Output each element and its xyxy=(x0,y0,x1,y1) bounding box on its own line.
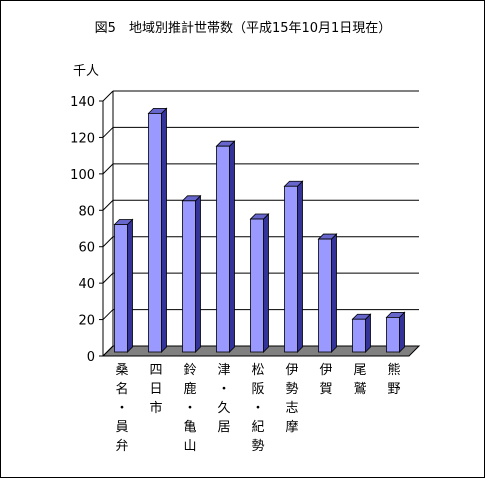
y-tick-label: 40 xyxy=(78,277,95,292)
y-tick-label: 120 xyxy=(70,131,95,146)
x-tick-label: 勢 xyxy=(251,439,264,454)
x-tick-label: 日 xyxy=(149,382,162,397)
bar-side xyxy=(297,180,303,353)
bar-side xyxy=(331,233,337,353)
bar xyxy=(147,107,168,353)
x-tick-label: 桑 xyxy=(115,363,128,378)
y-axis-label: 千人 xyxy=(73,64,99,79)
x-tick-label: 居 xyxy=(217,420,230,435)
x-tick-label: ・ xyxy=(115,401,128,416)
y-tick-label: 60 xyxy=(78,241,95,256)
x-tick-label: 鈴 xyxy=(183,363,196,378)
x-tick-label: 久 xyxy=(217,401,230,416)
x-tick-label: 野 xyxy=(387,382,400,397)
bar xyxy=(249,213,270,353)
depth-tick xyxy=(102,127,114,138)
x-tick-label: 名 xyxy=(115,381,128,397)
bar-side xyxy=(229,140,235,353)
bar-front xyxy=(148,112,162,353)
x-tick-label: 鷲 xyxy=(353,382,366,397)
x-tick-label: 伊 xyxy=(285,363,298,378)
x-tick-label: 弁 xyxy=(115,439,128,454)
bar xyxy=(215,140,236,353)
x-tick-label: 山 xyxy=(183,439,196,454)
x-tick-label: 鹿 xyxy=(183,381,196,397)
x-tick-label: ・ xyxy=(217,382,230,397)
x-tick-label: ・ xyxy=(183,401,196,416)
y-tick-label: 0 xyxy=(87,350,95,365)
depth-tick xyxy=(102,199,114,211)
x-tick-label: 志 xyxy=(285,401,298,416)
y-tick-label: 140 xyxy=(70,95,95,110)
depth-tick xyxy=(102,272,114,284)
bar-side xyxy=(195,194,201,353)
bar-side xyxy=(399,311,405,353)
bar xyxy=(317,233,338,353)
bar-front xyxy=(182,200,196,353)
bar-front xyxy=(216,145,230,353)
bar xyxy=(385,311,406,353)
y-axis: 0 20 40 60 80 100 120 140 xyxy=(70,90,114,365)
bar-side xyxy=(365,313,371,353)
x-tick-label: 尾 xyxy=(353,363,366,378)
chart-title: 図5 地域別推計世帯数（平成15年10月1日現在） xyxy=(95,20,392,36)
x-tick-label: 勢 xyxy=(285,382,298,397)
bar-front xyxy=(352,318,366,353)
depth-tick xyxy=(102,309,114,320)
x-tick-label: 熊 xyxy=(387,362,400,378)
bar-side xyxy=(161,107,167,353)
x-tick-label: 摩 xyxy=(285,419,298,435)
x-tick-label: 市 xyxy=(149,400,162,416)
bars xyxy=(113,107,406,353)
x-tick-label: 員 xyxy=(115,420,128,435)
x-tick-label: 四 xyxy=(149,363,162,378)
depth-tick xyxy=(102,236,114,248)
bar xyxy=(181,194,202,353)
x-tick-label: 伊 xyxy=(319,363,332,378)
x-tick-label: 亀 xyxy=(183,420,196,435)
y-tick-label: 20 xyxy=(78,314,95,329)
bar xyxy=(351,313,372,353)
bar-front xyxy=(284,185,298,353)
bar-front xyxy=(386,316,400,353)
bar-side xyxy=(263,213,269,353)
y-tick-label: 100 xyxy=(70,168,95,183)
x-tick-label: 阪 xyxy=(251,382,264,397)
bar-side xyxy=(127,218,133,353)
x-tick-label: 紀 xyxy=(251,420,264,435)
x-tick-label: 津 xyxy=(217,363,230,378)
x-tick-label: 松 xyxy=(251,363,264,378)
depth-tick xyxy=(102,90,114,102)
bar-front xyxy=(250,218,264,353)
bar-front xyxy=(318,238,332,353)
bar-front xyxy=(114,224,128,353)
depth-tick xyxy=(102,163,114,175)
bar xyxy=(113,218,134,353)
bar xyxy=(283,180,304,353)
x-tick-label: ・ xyxy=(251,401,264,416)
x-tick-label: 賀 xyxy=(319,382,332,397)
y-tick-label: 80 xyxy=(78,204,95,219)
depth-tick xyxy=(102,345,114,357)
